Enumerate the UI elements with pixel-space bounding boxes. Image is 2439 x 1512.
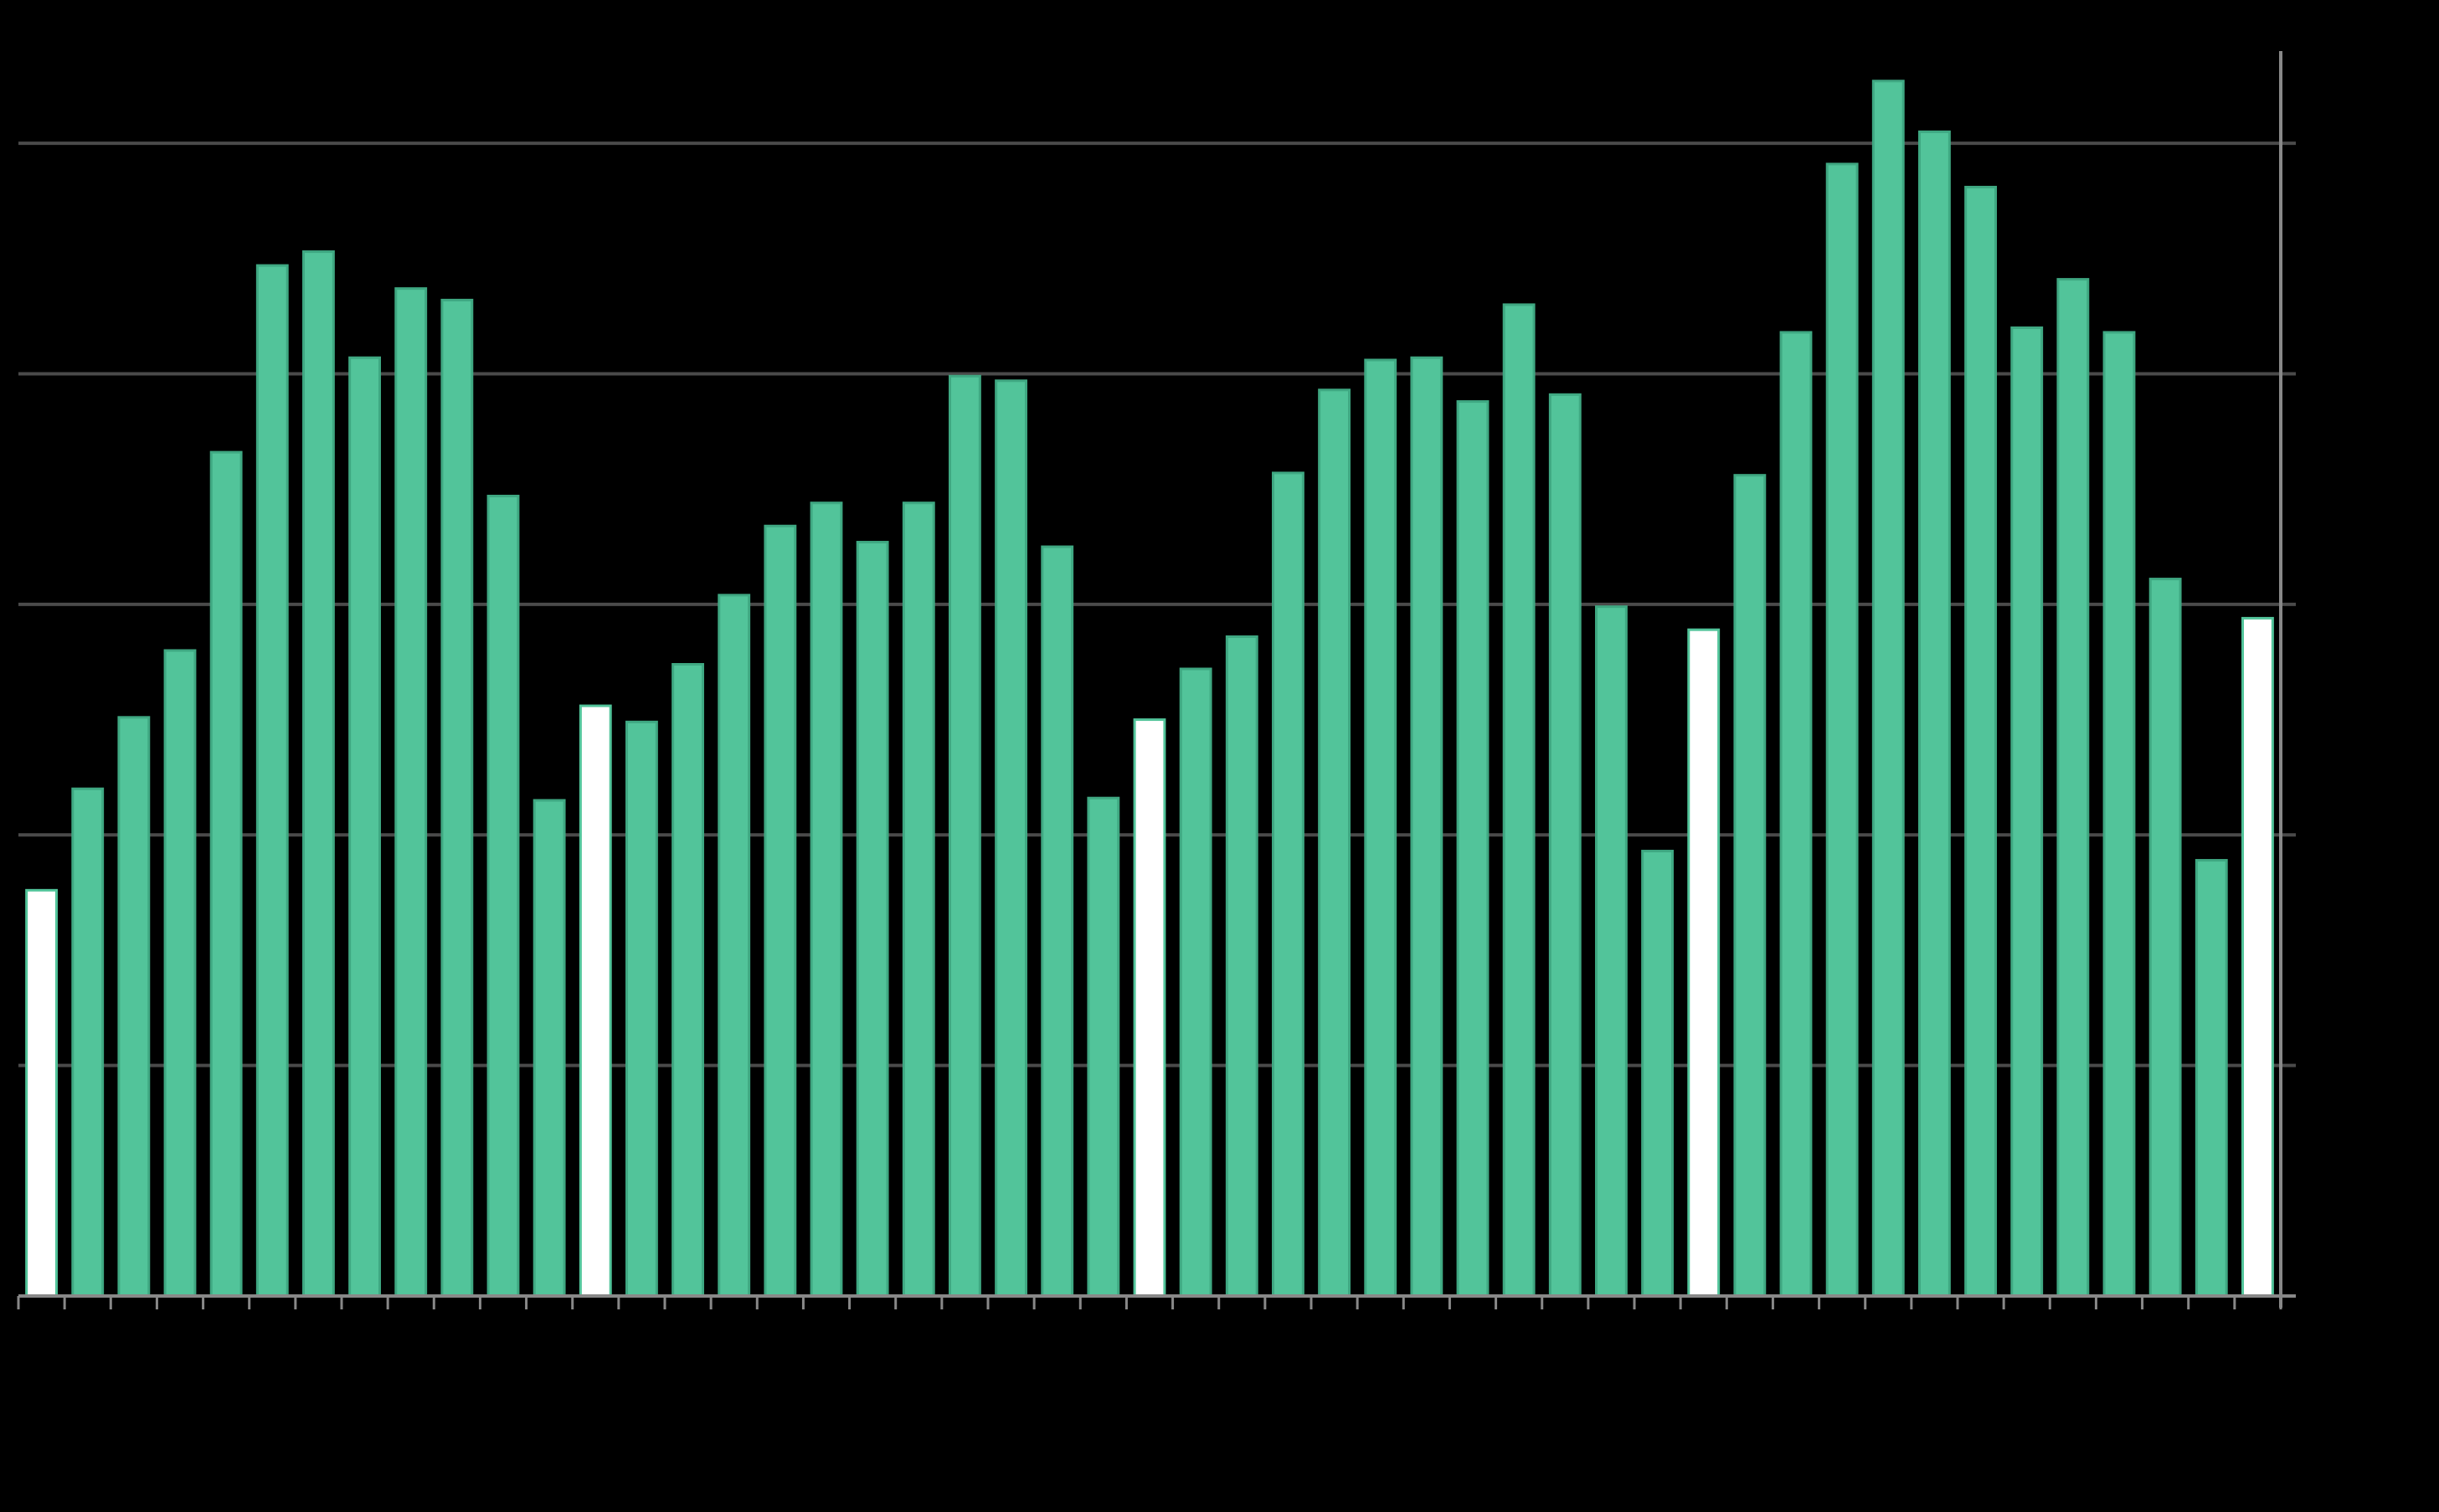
bar bbox=[1825, 162, 1859, 1298]
bar bbox=[1502, 303, 1536, 1298]
bar bbox=[1364, 358, 1397, 1298]
bar bbox=[440, 298, 474, 1298]
bar bbox=[1133, 718, 1166, 1298]
bar bbox=[1041, 545, 1074, 1298]
bar bbox=[1595, 605, 1628, 1298]
bar bbox=[2241, 616, 2274, 1298]
bar bbox=[1456, 400, 1490, 1298]
bar bbox=[856, 541, 889, 1298]
bar bbox=[533, 799, 566, 1298]
bar bbox=[1272, 471, 1304, 1298]
bar bbox=[1779, 331, 1813, 1298]
bar bbox=[1871, 80, 1905, 1298]
bar bbox=[1225, 635, 1258, 1298]
bar bbox=[995, 379, 1027, 1298]
bar bbox=[209, 450, 243, 1298]
bar bbox=[1964, 185, 1997, 1298]
bar bbox=[255, 264, 289, 1298]
bar bbox=[2148, 578, 2182, 1298]
bar bbox=[486, 494, 520, 1298]
bar bbox=[810, 501, 843, 1298]
bar bbox=[71, 787, 105, 1298]
bar bbox=[1918, 130, 1951, 1298]
bar bbox=[2102, 331, 2136, 1298]
bar bbox=[2195, 859, 2228, 1298]
bar bbox=[163, 649, 197, 1298]
bar bbox=[625, 720, 658, 1298]
bar bbox=[764, 524, 797, 1298]
bar bbox=[1641, 850, 1674, 1298]
bar bbox=[949, 374, 981, 1298]
bar bbox=[1548, 393, 1582, 1298]
bar bbox=[302, 250, 335, 1298]
bar bbox=[1087, 796, 1120, 1298]
bar bbox=[671, 662, 704, 1298]
bar bbox=[2056, 278, 2090, 1298]
bar bbox=[25, 888, 58, 1298]
bar bbox=[718, 594, 751, 1298]
bar bbox=[117, 716, 151, 1298]
bar bbox=[2010, 326, 2044, 1298]
bar bbox=[394, 287, 428, 1298]
bar bbox=[348, 356, 381, 1298]
bar bbox=[1687, 628, 1721, 1298]
bar bbox=[1179, 667, 1212, 1298]
bar bbox=[1733, 474, 1767, 1298]
bar bbox=[1410, 356, 1443, 1298]
bar bbox=[1318, 388, 1351, 1298]
bar bbox=[902, 501, 935, 1298]
bar bbox=[579, 704, 612, 1298]
